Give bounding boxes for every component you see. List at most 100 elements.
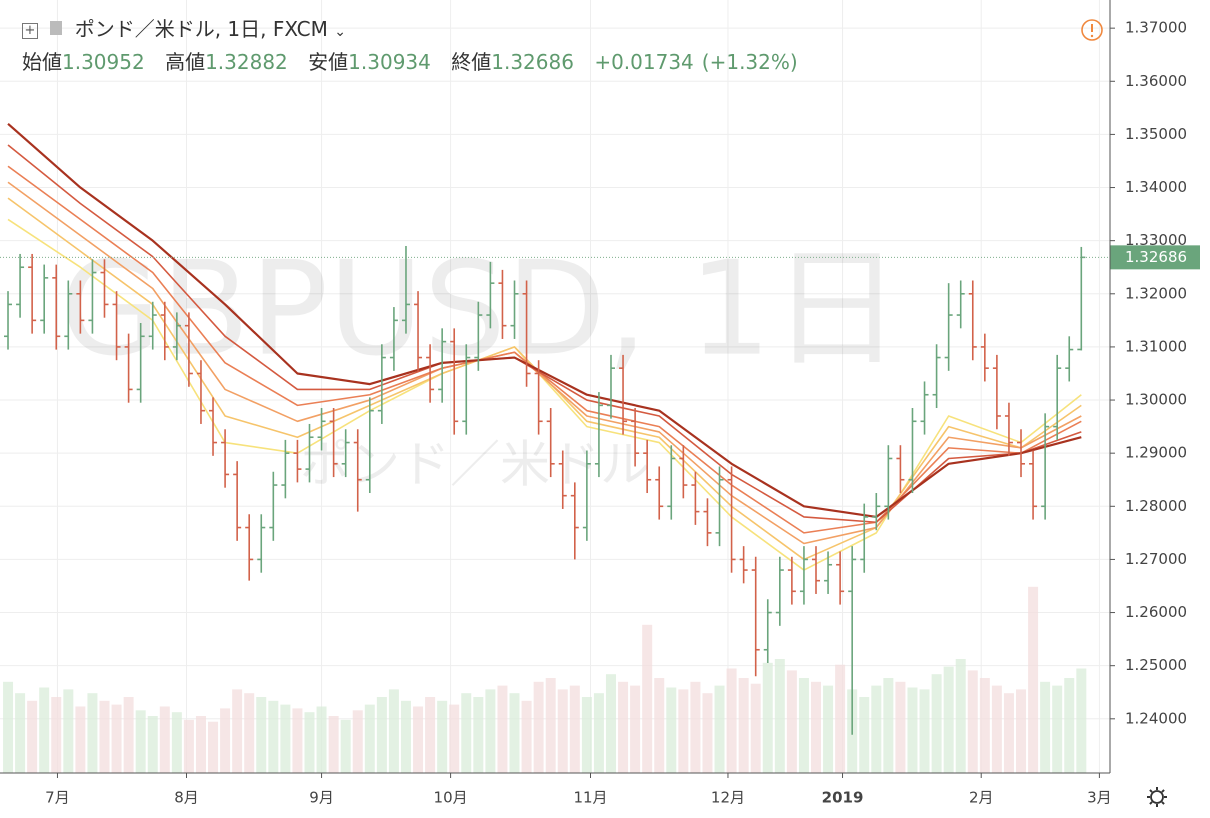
ohlc-close: 終値1.32686 [451, 50, 574, 74]
volume-bar [605, 674, 616, 773]
volume-bar [762, 662, 773, 773]
volume-bar [823, 685, 834, 773]
ohlc-bar [136, 323, 145, 403]
volume-bar [425, 697, 436, 773]
x-tick-label: 3月 [1087, 789, 1112, 807]
volume-bar [943, 666, 954, 773]
ohlc-bar [884, 445, 893, 520]
volume-bar [750, 683, 761, 773]
volume-bar [1040, 681, 1051, 773]
volume-bar [328, 716, 339, 773]
volume-bar [316, 706, 327, 773]
ohlc-bar [546, 408, 555, 478]
ohlc-bar [184, 312, 193, 387]
ohlc-bar [655, 466, 664, 520]
settings-icon-tooth [1149, 789, 1153, 793]
volume-bar [208, 721, 219, 773]
ohlc-bar [4, 291, 13, 350]
ohlc-bar [1065, 336, 1074, 382]
volume-bar [256, 697, 267, 773]
volume-bar [666, 687, 677, 773]
volume-bar [919, 689, 930, 773]
ohlc-bar [293, 439, 302, 483]
settings-icon[interactable] [1150, 790, 1164, 804]
value: 1.32686 [491, 50, 574, 74]
volume-bar [642, 624, 653, 773]
ohlc-bar [474, 301, 483, 371]
ohlc-bar [631, 408, 640, 467]
value: 1.32882 [205, 50, 288, 74]
volume-bar [292, 708, 303, 773]
ohlc-bar [196, 360, 205, 424]
ohlc-high: 高値1.32882 [165, 50, 288, 74]
ohlc-bar [944, 283, 953, 371]
volume-bar [774, 659, 785, 773]
volume-bar [75, 706, 86, 773]
ohlc-bar [751, 556, 760, 677]
volume-bar [654, 678, 665, 773]
ohlc-bar [594, 392, 603, 478]
ohlc-bar [233, 461, 242, 541]
y-tick-label: 1.24000 [1125, 709, 1187, 727]
y-tick-label: 1.29000 [1125, 444, 1187, 462]
volume-bar [183, 719, 194, 773]
volume-bar [738, 678, 749, 773]
volume-bar [593, 693, 604, 773]
volume-bar [630, 685, 641, 773]
dropdown-caret[interactable]: ⌄ [334, 24, 346, 40]
volume-bar [786, 670, 797, 773]
ohlc-bar [739, 546, 748, 584]
volume-bar [376, 697, 387, 773]
ohlc-bar [28, 253, 37, 334]
volume-bar [533, 681, 544, 773]
value: 1.30934 [348, 50, 431, 74]
ohlc-row: 始値1.30952 高値1.32882 安値1.30934 終値1.32686 … [22, 47, 798, 77]
volume-bar [413, 706, 424, 773]
ohlc-bar [329, 408, 338, 478]
ohlc-bar [257, 514, 266, 573]
volume-bar [171, 712, 182, 773]
ohlc-bar [968, 280, 977, 361]
volume-bar [147, 716, 158, 773]
volume-bar [244, 693, 255, 773]
y-tick-label: 1.28000 [1125, 497, 1187, 515]
volume-bar [268, 700, 279, 773]
change: +0.01734 [594, 50, 694, 74]
watermark: GBPUSD, 1日 [60, 233, 901, 385]
ohlc-bar [317, 408, 326, 451]
ohlc-bar [691, 471, 700, 525]
x-tick-label: 9月 [309, 789, 334, 807]
volume-bar [159, 706, 170, 773]
value: 1.30952 [62, 50, 145, 74]
y-tick-label: 1.37000 [1125, 19, 1187, 37]
ohlc-bar [377, 344, 386, 424]
ohlc-bar [992, 354, 1001, 430]
volume-bar [51, 697, 62, 773]
ohlc-bar [980, 333, 989, 382]
volume-bar [618, 681, 629, 773]
volume-bar [726, 668, 737, 773]
ohlc-bar [872, 493, 881, 531]
volume-bar [798, 678, 809, 773]
label: 高値 [165, 50, 206, 74]
volume-bar [87, 693, 98, 773]
ohlc-bar [486, 261, 495, 329]
ohlc-bar [450, 328, 459, 435]
last-price-tag [1110, 245, 1200, 270]
volume-bar [907, 687, 918, 773]
ohlc-bar [124, 333, 133, 403]
ohlc-bar [570, 482, 579, 560]
add-icon[interactable]: + [22, 23, 38, 39]
x-tick-label: 2019 [822, 789, 864, 807]
ohlc-bar [799, 546, 808, 605]
series-icon [50, 21, 63, 35]
x-tick-label: 2月 [969, 789, 994, 807]
volume-bar [352, 710, 363, 773]
ohlc-bar [305, 423, 314, 483]
ohlc-bar [824, 551, 833, 594]
chart-title[interactable]: ポンド／米ドル, 1日, FXCM [74, 17, 328, 41]
volume-bar [485, 689, 496, 773]
volume-bar [111, 704, 122, 773]
ohlc-bar [40, 264, 49, 334]
